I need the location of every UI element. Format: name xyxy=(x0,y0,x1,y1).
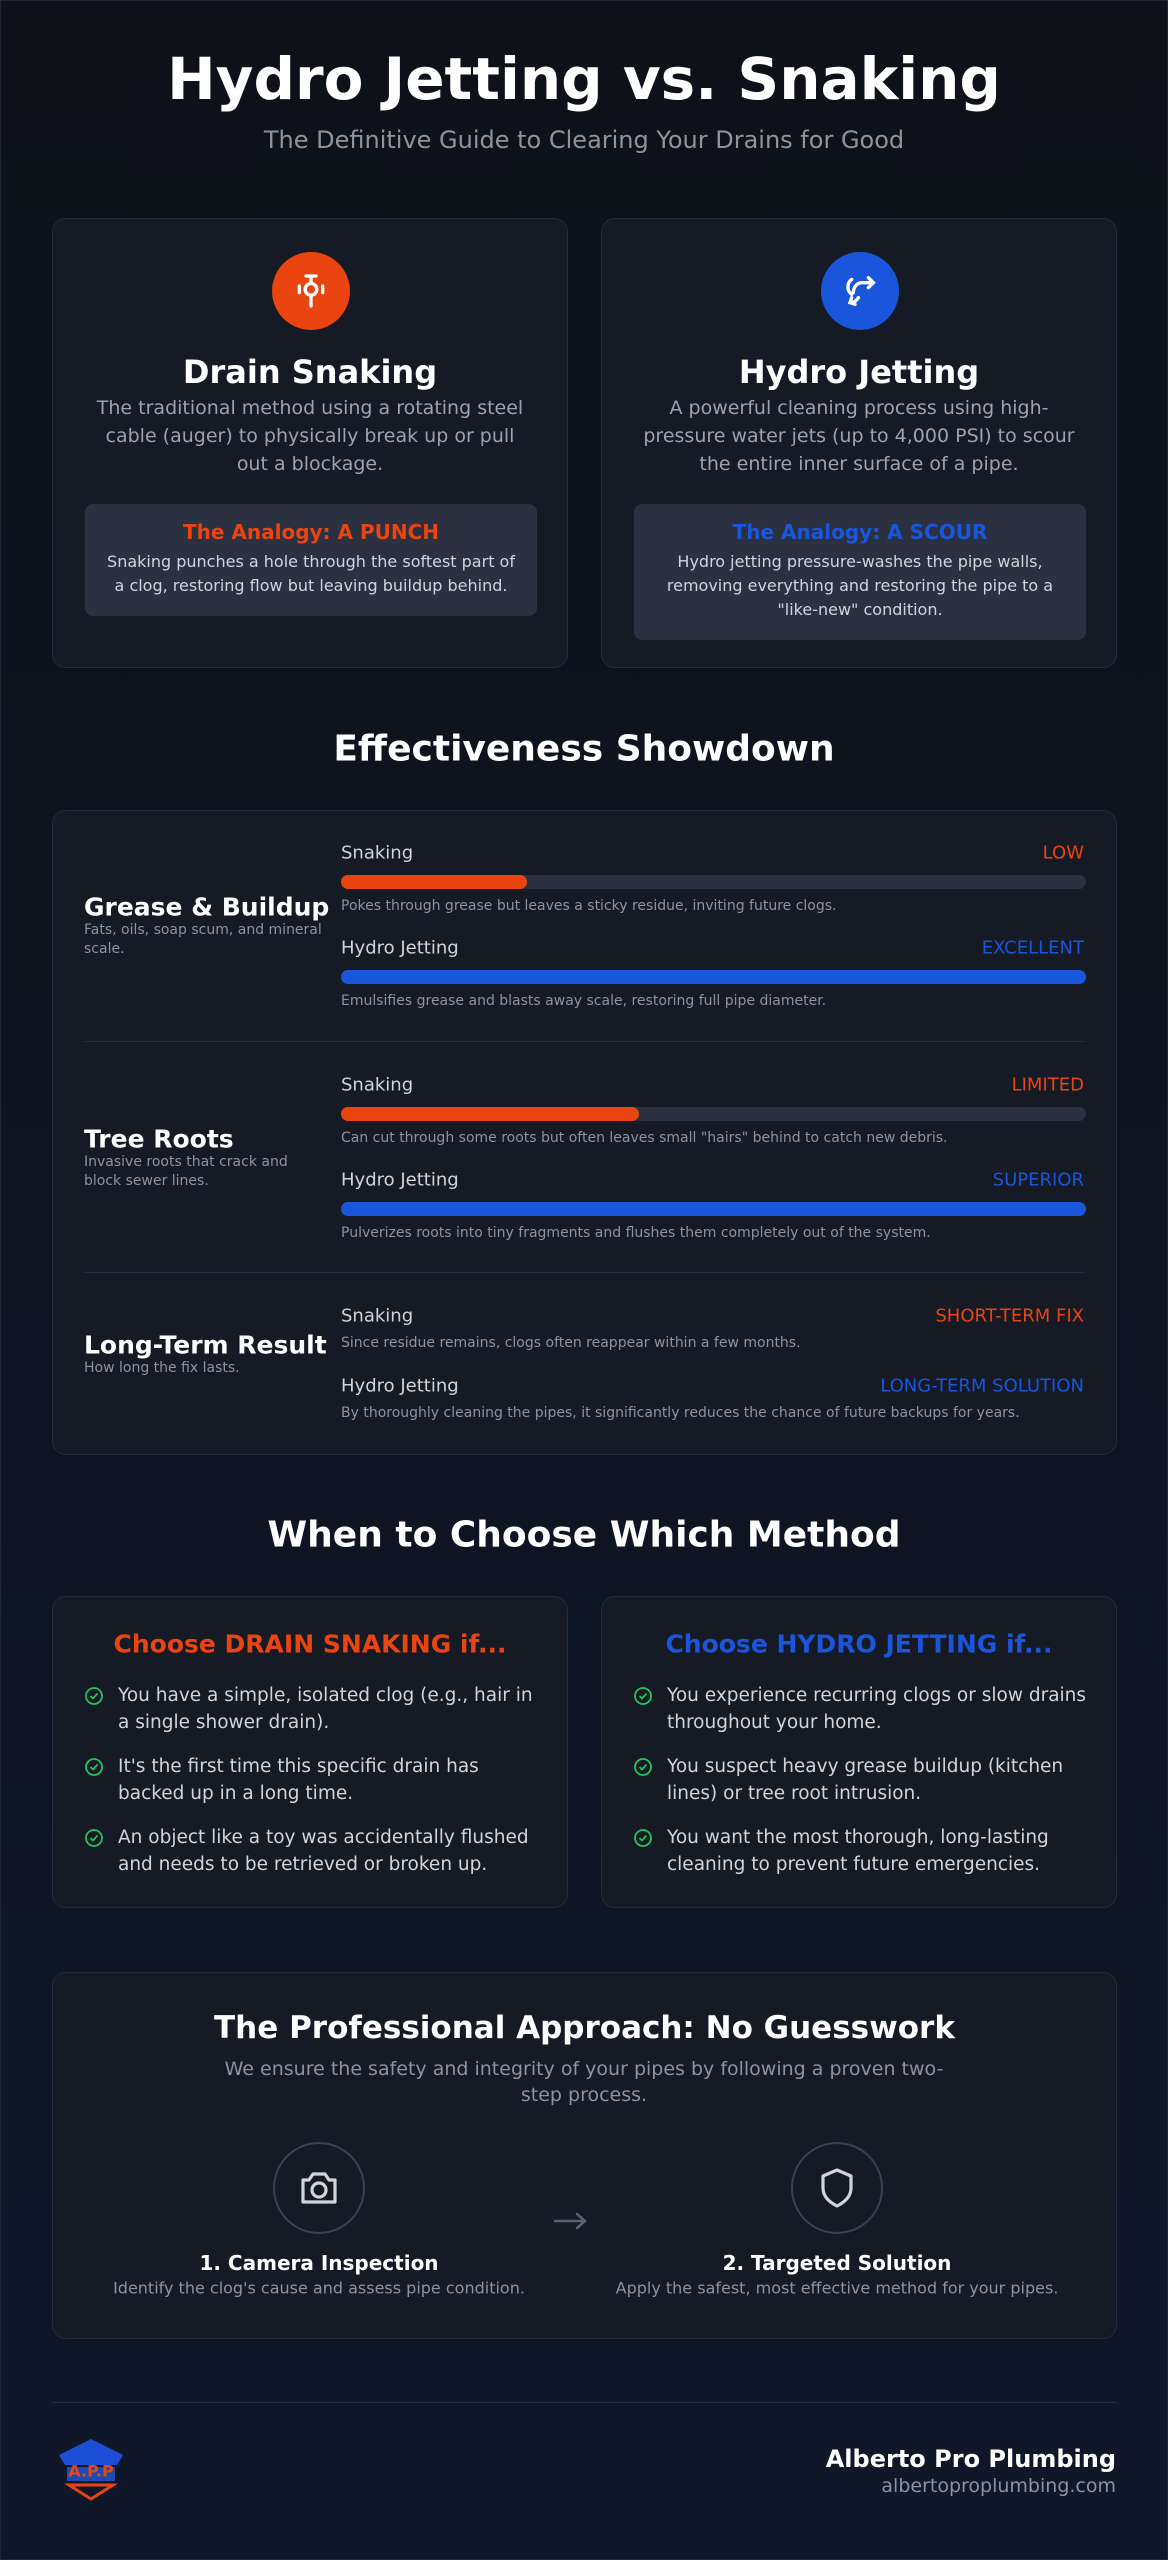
section-title: Effectiveness Showdown xyxy=(333,728,835,770)
check-icon xyxy=(633,1828,653,1848)
rating: EXCELLENT xyxy=(981,937,1084,959)
rating: LIMITED xyxy=(1011,1074,1084,1096)
bar-track xyxy=(341,1202,1086,1216)
analogy-box: The Analogy: A SCOUR Hydro jetting pressu… xyxy=(634,504,1086,640)
step-icon xyxy=(273,2142,365,2234)
arrow-icon xyxy=(551,2209,591,2233)
choose-item: It's the first time this specific drain … xyxy=(118,1756,479,1804)
bar-track xyxy=(341,875,1086,889)
choose-heading: Choose HYDRO JETTING if... xyxy=(665,1629,1053,1659)
choose-card: Choose DRAIN SNAKING if... You have a sim… xyxy=(52,1596,568,1908)
company-name: Alberto Pro Plumbing xyxy=(825,2445,1116,2473)
bar xyxy=(341,970,1086,984)
note: Pokes through grease but leaves a sticky… xyxy=(341,898,837,914)
analogy-text: Hydro jetting pressure-washes the pipe w… xyxy=(666,552,1054,619)
divider xyxy=(84,1041,1085,1042)
step-icon-glyph xyxy=(301,2172,337,2204)
choose-item: An object like a toy was accidentally fl… xyxy=(118,1827,529,1875)
choose-heading: Choose DRAIN SNAKING if... xyxy=(113,1629,507,1659)
step-title: 1. Camera Inspection xyxy=(199,2251,439,2275)
method-label: Snaking xyxy=(341,1305,414,1327)
process-panel: The Professional Approach: No Guesswork W… xyxy=(52,1972,1117,2339)
method-card: Hydro Jetting A powerful cleaning process… xyxy=(601,218,1117,668)
arrow-icon-glyph xyxy=(553,2212,587,2230)
method-label: Snaking xyxy=(341,842,414,864)
showdown-panel: Snaking LOW Pokes through grease but leave… xyxy=(52,810,1117,1455)
logo xyxy=(51,2433,131,2513)
check-icon-glyph xyxy=(85,1758,103,1776)
step-title: 2. Targeted Solution xyxy=(722,2251,952,2275)
choose-card: Choose HYDRO JETTING if... You experience… xyxy=(601,1596,1117,1908)
analogy-box: The Analogy: A PUNCH Snaking punches a ho… xyxy=(85,504,537,616)
page-title: Hydro Jetting vs. Snaking xyxy=(167,45,1001,113)
process-description: We ensure the safety and integrity of yo… xyxy=(224,2058,944,2106)
bar xyxy=(341,1107,639,1121)
analogy-text: Snaking punches a hole through the softe… xyxy=(107,552,515,595)
check-icon-glyph xyxy=(634,1758,652,1776)
analogy-title: The Analogy: A PUNCH xyxy=(182,520,440,544)
method-icon xyxy=(821,252,899,330)
row-label: Long-Term Result xyxy=(84,1330,327,1359)
method-icon xyxy=(272,252,350,330)
method-icon-glyph xyxy=(846,276,876,306)
divider xyxy=(84,1272,1085,1273)
process-title: The Professional Approach: No Guesswork xyxy=(214,2010,955,2046)
rating: SUPERIOR xyxy=(992,1169,1084,1191)
note: By thoroughly cleaning the pipes, it sig… xyxy=(341,1405,1020,1421)
choose-item: You suspect heavy grease buildup (kitche… xyxy=(667,1756,1064,1804)
choose-item: You want the most thorough, long-lasting… xyxy=(667,1827,1049,1875)
method-name: Hydro Jetting xyxy=(738,353,980,391)
bar xyxy=(341,875,528,889)
logo-text: A.P.P xyxy=(68,2461,114,2481)
step-icon xyxy=(791,2142,883,2234)
row-label: Grease & Buildup xyxy=(84,892,330,922)
method-label: Hydro Jetting xyxy=(341,1169,459,1191)
note: Can cut through some roots but often lea… xyxy=(341,1130,948,1146)
check-icon xyxy=(84,1828,104,1848)
step-icon-glyph xyxy=(821,2168,853,2208)
check-icon-glyph xyxy=(85,1687,103,1705)
rating: LOW xyxy=(1042,842,1084,864)
method-icon-glyph xyxy=(297,274,325,308)
method-label: Snaking xyxy=(341,1074,414,1096)
bar xyxy=(341,1202,1086,1216)
step-text: Identify the clog's cause and assess pip… xyxy=(113,2278,525,2298)
note: Emulsifies grease and blasts away scale,… xyxy=(341,993,827,1009)
check-icon-glyph xyxy=(634,1829,652,1847)
company-url: albertoproplumbing.com xyxy=(881,2475,1116,2497)
row-description: How long the fix lasts. xyxy=(84,1359,240,1376)
check-icon xyxy=(633,1757,653,1777)
check-icon-glyph xyxy=(634,1687,652,1705)
rating: LONG-TERM SOLUTION xyxy=(880,1375,1084,1397)
bar-track xyxy=(341,1107,1086,1121)
method-description: A powerful cleaning process using high-p… xyxy=(643,397,1075,475)
row-label: Tree Roots xyxy=(84,1124,234,1154)
logo-glyph xyxy=(59,2439,123,2501)
page-subtitle: The Definitive Guide to Clearing Your Dr… xyxy=(263,126,905,154)
analogy-title: The Analogy: A SCOUR xyxy=(732,520,988,544)
check-icon xyxy=(633,1686,653,1706)
note: Since residue remains, clogs often reapp… xyxy=(341,1335,801,1351)
rating: SHORT-TERM FIX xyxy=(935,1305,1084,1327)
row-description: Fats, oils, soap scum, and mineral scale… xyxy=(84,922,322,957)
method-label: Hydro Jetting xyxy=(341,937,459,959)
choose-item: You experience recurring clogs or slow d… xyxy=(667,1685,1087,1733)
note: Pulverizes roots into tiny fragments and… xyxy=(341,1225,931,1241)
section-title: When to Choose Which Method xyxy=(267,1514,901,1556)
row-description: Invasive roots that crack and block sewe… xyxy=(84,1154,288,1189)
choose-item: You have a simple, isolated clog (e.g., … xyxy=(118,1685,533,1733)
step-text: Apply the safest, most effective method … xyxy=(615,2278,1059,2298)
footer-divider xyxy=(52,2402,1117,2403)
method-description: The traditional method using a rotating … xyxy=(96,397,524,475)
method-card: Drain Snaking The traditional method usin… xyxy=(52,218,568,668)
method-name: Drain Snaking xyxy=(182,353,438,391)
check-icon-glyph xyxy=(85,1829,103,1847)
check-icon xyxy=(84,1757,104,1777)
check-icon xyxy=(84,1686,104,1706)
method-label: Hydro Jetting xyxy=(341,1375,459,1397)
bar-track xyxy=(341,970,1086,984)
